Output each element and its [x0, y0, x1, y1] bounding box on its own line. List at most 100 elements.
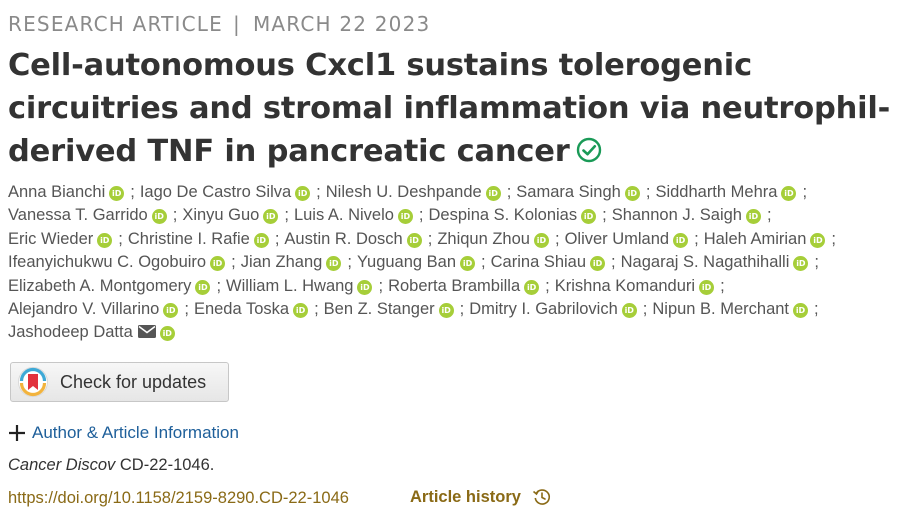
author-separator: ; — [481, 253, 486, 272]
author-separator: ; — [130, 183, 135, 201]
check-for-updates-button[interactable]: Check for updates — [10, 362, 229, 402]
envelope-icon[interactable] — [137, 325, 156, 339]
author-separator: ; — [554, 229, 560, 248]
author-article-information-link[interactable]: Author & Article Information — [8, 423, 239, 443]
author-name[interactable]: Vanessa T. Garrido — [8, 206, 148, 225]
author-name[interactable]: Yuguang Ban — [356, 253, 457, 272]
orcid-icon[interactable]: iD — [406, 232, 422, 248]
author-separator: ; — [274, 229, 280, 248]
author-separator: ; — [418, 206, 424, 225]
orcid-icon[interactable]: iD — [109, 186, 125, 201]
author-separator: ; — [172, 206, 178, 225]
author-separator: ; — [545, 276, 550, 295]
orcid-icon[interactable]: iD — [159, 326, 175, 342]
orcid-icon[interactable]: iD — [293, 303, 309, 319]
author-row: Alejandro V. Villarino iD; Eneda Toska iD; B… — [8, 298, 912, 321]
author-name[interactable]: Despina S. Kolonias — [428, 206, 578, 225]
title-line-2: circuitries and stromal inflammation via… — [8, 91, 891, 126]
orcid-icon[interactable]: iD — [524, 279, 540, 295]
orcid-icon[interactable]: iD — [673, 232, 689, 248]
history-clock-icon — [532, 489, 550, 505]
orcid-icon[interactable]: iD — [253, 232, 269, 248]
orcid-icon[interactable]: iD — [438, 303, 454, 319]
orcid-icon[interactable]: iD — [699, 279, 715, 295]
orcid-icon[interactable]: iD — [533, 232, 549, 248]
author-separator: ; — [314, 300, 319, 319]
author-name[interactable]: Christine I. Rafie — [127, 229, 250, 248]
author-name[interactable]: Haleh Amirian — [703, 229, 807, 248]
orcid-icon[interactable]: iD — [397, 209, 413, 225]
author-separator: ; — [720, 276, 725, 295]
author-name[interactable]: Jashodeep Datta — [8, 323, 133, 342]
orcid-icon[interactable]: iD — [295, 186, 311, 201]
author-article-information-label: Author & Article Information — [32, 423, 239, 442]
author-name[interactable]: Iago De Castro Silva — [139, 183, 292, 201]
orcid-icon[interactable]: iD — [163, 303, 179, 319]
author-name[interactable]: Anna Bianchi — [8, 183, 106, 201]
author-name[interactable]: Nipun B. Merchant — [652, 300, 790, 319]
article-type: RESEARCH ARTICLE — [8, 12, 223, 36]
author-name[interactable]: Ben Z. Stanger — [323, 300, 435, 319]
author-name[interactable]: Eric Wieder — [8, 229, 94, 248]
orcid-icon[interactable]: iD — [793, 303, 809, 319]
doi-link[interactable]: https://doi.org/10.1158/2159-8290.CD-22-… — [8, 489, 349, 507]
author-name[interactable]: Shannon J. Saigh — [611, 206, 742, 225]
journal-name: Cancer Discov — [8, 456, 116, 474]
author-name[interactable]: Carina Shiau — [490, 253, 587, 272]
author-row: Elizabeth A. Montgomery iD; William L. Hwa… — [8, 275, 912, 298]
author-name[interactable]: Austin R. Dosch — [284, 229, 403, 248]
orcid-icon[interactable]: iD — [581, 209, 597, 225]
orcid-icon[interactable]: iD — [745, 209, 761, 225]
citation: Cancer Discov CD-22-1046. — [8, 456, 214, 475]
author-name[interactable]: Roberta Brambilla — [388, 276, 521, 295]
author-name[interactable]: Xinyu Guo — [182, 206, 260, 225]
author-row: Anna Bianchi iD; Iago De Castro Silva iD; Ni… — [8, 181, 912, 204]
crossmark-icon — [18, 367, 48, 397]
author-separator: ; — [284, 206, 289, 225]
author-name[interactable]: Nilesh U. Deshpande — [325, 183, 482, 201]
orcid-icon[interactable]: iD — [97, 232, 113, 248]
orcid-icon[interactable]: iD — [263, 209, 279, 225]
orcid-icon[interactable]: iD — [151, 209, 167, 225]
author-separator: ; — [459, 300, 465, 319]
orcid-icon[interactable]: iD — [195, 279, 211, 295]
plus-icon — [9, 425, 25, 441]
orcid-icon[interactable]: iD — [460, 256, 476, 272]
author-name[interactable]: Ifeanyichukwu C. Ogobuiro — [8, 253, 207, 272]
author-name[interactable]: Oliver Umland — [564, 229, 670, 248]
author-name[interactable]: Eneda Toska — [193, 300, 290, 319]
author-separator: ; — [231, 253, 236, 272]
author-separator: ; — [611, 253, 616, 272]
orcid-icon[interactable]: iD — [357, 279, 373, 295]
author-name[interactable]: Elizabeth A. Montgomery — [8, 276, 192, 295]
author-name[interactable]: Siddharth Mehra — [655, 183, 778, 201]
author-name[interactable]: Luis A. Nivelo — [293, 206, 394, 225]
author-separator: ; — [316, 183, 321, 201]
author-name[interactable]: William L. Hwang — [226, 276, 354, 295]
orcid-icon[interactable]: iD — [326, 256, 342, 272]
author-separator: ; — [427, 229, 433, 248]
author-name[interactable]: Jian Zhang — [240, 253, 323, 272]
orcid-icon[interactable]: iD — [590, 256, 606, 272]
author-name[interactable]: Alejandro V. Villarino — [8, 300, 160, 319]
author-name[interactable]: Samara Singh — [516, 183, 621, 201]
author-separator: ; — [216, 276, 222, 295]
author-name[interactable]: Dmitry I. Gabrilovich — [469, 300, 618, 319]
orcid-icon[interactable]: iD — [793, 256, 809, 272]
article-history-label: Article history — [410, 487, 521, 506]
author-name[interactable]: Zhiqun Zhou — [437, 229, 530, 248]
orcid-icon[interactable]: iD — [781, 186, 797, 201]
author-name[interactable]: Krishna Komanduri — [554, 276, 696, 295]
check-circle-icon — [576, 137, 601, 163]
author-separator: ; — [802, 183, 808, 201]
author-name[interactable]: Nagaraj S. Nagathihalli — [620, 253, 790, 272]
article-history-button[interactable]: Article history — [410, 487, 552, 507]
orcid-icon[interactable]: iD — [810, 232, 826, 248]
orcid-icon[interactable]: iD — [621, 303, 637, 319]
article-title: Cell-autonomous Cxcl1 sustains tolerogen… — [8, 44, 908, 173]
kicker-separator: | — [233, 12, 241, 36]
orcid-icon[interactable]: iD — [210, 256, 226, 272]
orcid-icon[interactable]: iD — [485, 186, 501, 201]
author-separator: ; — [814, 253, 819, 272]
orcid-icon[interactable]: iD — [624, 186, 640, 201]
